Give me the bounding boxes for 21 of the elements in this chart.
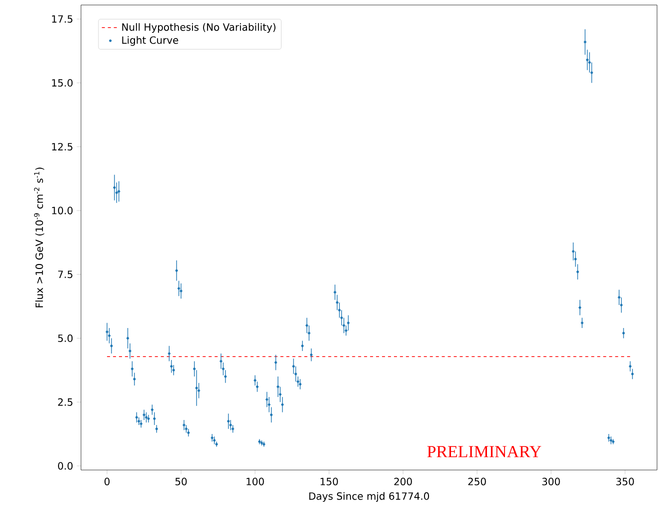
legend-label: Null Hypothesis (No Variability) [122, 23, 276, 33]
x-tick-label: 100 [246, 478, 264, 486]
y-tick-label: 15.0 [52, 79, 73, 87]
y-axis-title: Flux >10 GeV (10$^{-9}$ cm$^{-2}$ s$^{-1}$) [34, 168, 44, 308]
y-tick-label: 17.5 [52, 15, 72, 23]
x-axis-title: Days Since mjd 61774.0 [309, 492, 430, 502]
x-tick-label: 250 [468, 478, 486, 486]
y-tick-label: 7.5 [58, 270, 72, 278]
x-tick-label: 50 [175, 478, 187, 486]
y-tick-label: 12.5 [52, 142, 72, 150]
y-tick-label: 2.5 [58, 398, 72, 406]
x-tick-label: 300 [542, 478, 560, 486]
x-tick-label: 350 [616, 478, 634, 486]
y-tick-label: 0.0 [58, 462, 73, 470]
x-tick-label: 150 [320, 478, 338, 486]
y-tick-label: 10.0 [52, 206, 73, 214]
x-tick-label: 0 [104, 478, 110, 486]
annotation: PRELIMINARY [427, 446, 542, 458]
x-tick-label: 200 [394, 478, 412, 486]
y-tick-label: 5.0 [58, 334, 73, 342]
legend-label: Light Curve [122, 36, 178, 46]
